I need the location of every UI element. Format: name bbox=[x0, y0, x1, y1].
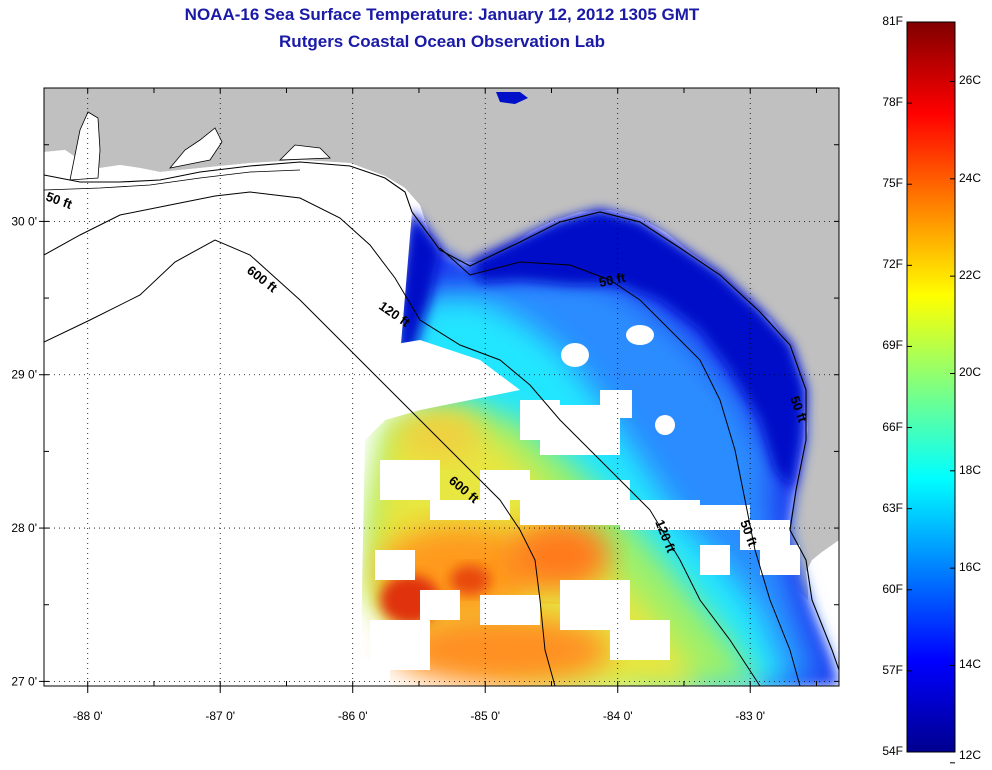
colorbar-celsius-label: 18C bbox=[959, 462, 982, 477]
colorbar-fahrenheit-label: 66F bbox=[882, 419, 903, 434]
colorbar-celsius-label: 26C bbox=[959, 73, 982, 88]
colorbar-celsius-label: 12C bbox=[959, 748, 982, 762]
lat-tick-label: 27 0' bbox=[11, 674, 37, 688]
colorbar bbox=[906, 21, 956, 753]
cloud-mask bbox=[44, 150, 800, 686]
colorbar-fahrenheit-label: 69F bbox=[882, 338, 903, 353]
map-frame bbox=[43, 87, 840, 687]
lat-tick-label: 29 0' bbox=[11, 368, 37, 382]
map-title: NOAA-16 Sea Surface Temperature: January… bbox=[184, 5, 700, 24]
lat-tick-label: 30 0' bbox=[11, 214, 37, 228]
colorbar-fahrenheit-label: 78F bbox=[882, 95, 903, 110]
colorbar-celsius-label: 20C bbox=[959, 365, 982, 380]
contour-label: 50 ft bbox=[598, 270, 628, 290]
colorbar-celsius-label: 14C bbox=[959, 657, 982, 672]
land-mass bbox=[44, 88, 839, 600]
colorbar-celsius-label: 16C bbox=[959, 560, 982, 575]
colorbar-fahrenheit-label: 72F bbox=[882, 257, 903, 272]
colorbar-fahrenheit-label: 54F bbox=[882, 744, 903, 758]
colorbar-fahrenheit-label: 60F bbox=[882, 581, 903, 596]
lon-tick-label: -85 0' bbox=[470, 709, 500, 723]
lon-tick-label: -88 0' bbox=[73, 709, 103, 723]
map-subtitle: Rutgers Coastal Ocean Observation Lab bbox=[279, 32, 605, 51]
lon-tick-label: -83 0' bbox=[735, 709, 765, 723]
lon-tick-label: -84 0' bbox=[603, 709, 633, 723]
lon-tick-label: -87 0' bbox=[205, 709, 235, 723]
colorbar-fahrenheit-label: 63F bbox=[882, 500, 903, 515]
colorbar-fahrenheit-label: 75F bbox=[882, 176, 903, 191]
colorbar-celsius-label: 22C bbox=[959, 268, 982, 283]
colorbar-fahrenheit-label: 57F bbox=[882, 662, 903, 677]
lon-tick-label: -86 0' bbox=[338, 709, 368, 723]
colorbar-fahrenheit-label: 81F bbox=[882, 14, 903, 28]
colorbar-celsius-label: 24C bbox=[959, 170, 982, 185]
lat-tick-label: 28 0' bbox=[11, 521, 37, 535]
